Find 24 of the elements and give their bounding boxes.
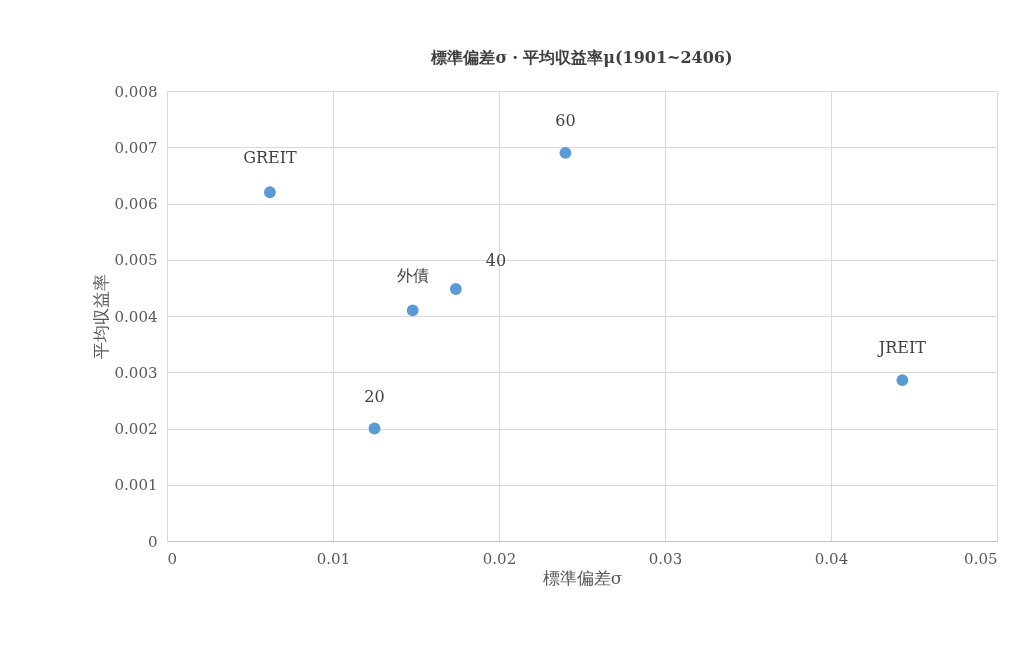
x-tick-label: 0.05	[964, 549, 998, 568]
y-tick-label: 0.006	[114, 195, 158, 213]
x-tick-label: 0	[167, 549, 178, 568]
y-tick-label: 0.008	[114, 82, 158, 101]
annotation: JREIT	[876, 338, 927, 358]
x-tick-label: 0.02	[482, 549, 517, 568]
annotation: GREIT	[243, 148, 297, 168]
y-tick-label: 0.002	[114, 420, 158, 438]
y-tick-label: 0.003	[114, 363, 158, 382]
y-tick-label: 0.001	[114, 476, 158, 495]
y-tick-label: 0.005	[114, 251, 158, 270]
x-tick-label: 0.04	[814, 549, 849, 568]
y-tick-label: 0.007	[114, 138, 158, 157]
y-axis-title: 平均収益率	[90, 274, 111, 359]
x-tick-label: 0.03	[648, 549, 683, 568]
x-tick-label: 0.01	[316, 549, 351, 568]
annotation: 60	[555, 110, 576, 130]
y-tick-label: 0	[147, 532, 158, 551]
annotation: 40	[485, 251, 507, 270]
y-tick-label: 0.004	[114, 307, 158, 326]
annotation: 外債	[396, 266, 429, 286]
chart-title: 標準偏差σ・平均収益率μ(1901~2406)	[430, 48, 733, 67]
annotation: 20	[364, 386, 385, 406]
x-axis-title: 標準偏差σ	[542, 567, 623, 588]
